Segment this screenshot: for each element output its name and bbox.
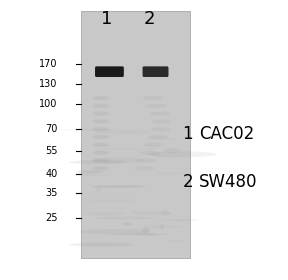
Ellipse shape: [164, 148, 180, 154]
Ellipse shape: [148, 135, 168, 139]
Ellipse shape: [92, 111, 109, 116]
Ellipse shape: [161, 219, 200, 221]
Ellipse shape: [92, 104, 109, 108]
Ellipse shape: [150, 127, 170, 131]
Ellipse shape: [69, 160, 127, 164]
Ellipse shape: [92, 143, 109, 147]
Ellipse shape: [134, 166, 154, 171]
Ellipse shape: [168, 240, 185, 241]
Ellipse shape: [142, 227, 150, 234]
Ellipse shape: [143, 96, 163, 100]
Text: 1: 1: [101, 10, 112, 28]
Ellipse shape: [160, 224, 164, 230]
Text: 40: 40: [45, 169, 58, 179]
Ellipse shape: [84, 212, 125, 215]
Ellipse shape: [96, 187, 101, 193]
Text: 100: 100: [39, 99, 58, 109]
Text: 2: 2: [144, 10, 156, 28]
Ellipse shape: [92, 135, 109, 139]
Text: 55: 55: [45, 146, 58, 156]
Ellipse shape: [92, 158, 109, 163]
Ellipse shape: [92, 151, 109, 155]
Text: 70: 70: [45, 124, 58, 134]
Ellipse shape: [144, 143, 164, 147]
Ellipse shape: [122, 223, 133, 225]
Ellipse shape: [94, 157, 143, 163]
Ellipse shape: [109, 234, 170, 235]
Ellipse shape: [136, 158, 156, 163]
Ellipse shape: [134, 233, 158, 236]
Ellipse shape: [92, 127, 109, 131]
Text: 35: 35: [45, 188, 58, 198]
Text: 170: 170: [39, 59, 58, 69]
Ellipse shape: [158, 173, 184, 174]
Ellipse shape: [161, 211, 170, 216]
Ellipse shape: [93, 216, 156, 219]
FancyBboxPatch shape: [143, 66, 168, 77]
Text: CAC02: CAC02: [199, 125, 254, 143]
Ellipse shape: [80, 229, 150, 234]
Ellipse shape: [151, 119, 171, 123]
Ellipse shape: [96, 148, 161, 149]
Text: 130: 130: [39, 79, 58, 89]
Ellipse shape: [71, 175, 109, 176]
Text: SW480: SW480: [199, 173, 257, 191]
Ellipse shape: [92, 119, 109, 123]
Ellipse shape: [131, 211, 171, 215]
Text: 25: 25: [45, 213, 58, 223]
Ellipse shape: [57, 129, 120, 131]
FancyBboxPatch shape: [81, 11, 190, 258]
Ellipse shape: [146, 151, 217, 157]
FancyBboxPatch shape: [95, 66, 124, 77]
Ellipse shape: [91, 185, 145, 188]
Ellipse shape: [77, 170, 102, 174]
Ellipse shape: [92, 96, 109, 100]
Ellipse shape: [69, 242, 134, 247]
Text: 2: 2: [182, 173, 193, 191]
Ellipse shape: [150, 111, 170, 116]
Ellipse shape: [153, 138, 178, 140]
Ellipse shape: [92, 166, 109, 171]
Ellipse shape: [139, 151, 160, 155]
Text: 1: 1: [182, 125, 193, 143]
Ellipse shape: [147, 104, 167, 108]
